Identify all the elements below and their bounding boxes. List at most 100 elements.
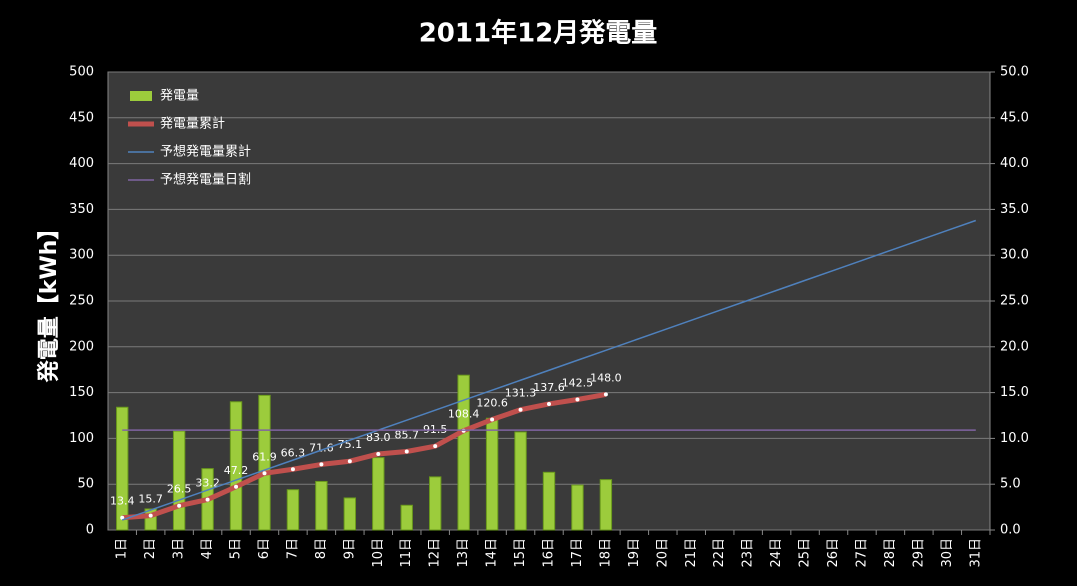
bar [172, 430, 186, 531]
x-tick-label: 2日 [143, 538, 158, 559]
x-tick-label: 17日 [570, 538, 585, 568]
bar [315, 480, 328, 531]
line-marker [518, 407, 523, 412]
data-label: 131.3 [505, 387, 537, 400]
bar [514, 431, 527, 531]
data-label: 148.0 [590, 371, 622, 384]
x-tick-label: 23日 [741, 538, 756, 568]
line-marker [177, 503, 182, 508]
y-tick-label: 200 [69, 339, 94, 354]
y2-tick-label: 15.0 [1000, 385, 1029, 400]
data-label: 75.1 [338, 438, 363, 451]
line-marker [433, 444, 438, 449]
line-marker [404, 449, 409, 454]
chart-title: 2011年12月発電量 [419, 18, 658, 49]
y2-tick-label: 10.0 [1000, 431, 1029, 446]
line-marker [148, 513, 153, 518]
data-label: 61.9 [252, 450, 277, 463]
line-marker [319, 462, 324, 467]
line-marker [290, 467, 295, 472]
y-tick-label: 0 [86, 523, 94, 538]
x-tick-label: 3日 [172, 538, 187, 559]
bar [429, 476, 442, 531]
x-tick-label: 24日 [769, 538, 784, 568]
data-label: 13.4 [110, 495, 135, 508]
line-marker [490, 417, 495, 422]
legend-label: 発電量累計 [160, 116, 225, 132]
y-tick-label: 500 [69, 65, 94, 80]
line-marker [234, 484, 239, 489]
data-label: 66.3 [281, 446, 306, 459]
y-tick-label: 100 [69, 431, 94, 446]
data-label: 142.5 [562, 376, 594, 389]
y-tick-label: 300 [69, 248, 94, 263]
y2-tick-label: 50.0 [1000, 65, 1029, 80]
line-marker [575, 397, 580, 402]
legend-label: 予想発電量日割 [160, 172, 251, 188]
x-tick-label: 16日 [542, 538, 557, 568]
data-label: 85.7 [394, 428, 419, 441]
legend-label: 予想発電量累計 [160, 144, 251, 160]
bar [571, 484, 584, 531]
y2-tick-label: 30.0 [1000, 248, 1029, 263]
bar [258, 394, 271, 531]
x-tick-label: 30日 [940, 538, 955, 568]
bar [457, 374, 470, 531]
y2-tick-label: 5.0 [1000, 477, 1021, 492]
data-label: 33.2 [195, 477, 220, 490]
bar [286, 489, 300, 531]
x-tick-label: 9日 [342, 538, 357, 559]
y2-tick-label: 25.0 [1000, 294, 1029, 309]
bar [144, 508, 157, 531]
line-marker [262, 471, 267, 476]
x-tick-label: 21日 [684, 538, 699, 568]
bar [372, 457, 385, 531]
line-marker [376, 451, 381, 456]
x-tick-label: 6日 [257, 538, 272, 559]
x-tick-label: 28日 [883, 538, 898, 568]
data-label: 137.6 [533, 381, 565, 394]
x-tick-label: 27日 [854, 538, 869, 568]
data-label: 108.4 [448, 408, 480, 421]
bar [485, 417, 499, 531]
bar [116, 406, 129, 531]
bar [343, 497, 357, 531]
x-tick-label: 11日 [399, 538, 414, 568]
bar [229, 401, 243, 531]
y-tick-label: 50 [77, 477, 94, 492]
x-tick-label: 15日 [513, 538, 528, 568]
x-tick-label: 20日 [655, 538, 670, 568]
data-label: 120.6 [476, 397, 508, 410]
y-tick-label: 250 [69, 294, 94, 309]
y2-tick-label: 35.0 [1000, 202, 1029, 217]
bar [599, 479, 613, 531]
line-marker [205, 497, 210, 502]
x-tick-label: 31日 [968, 538, 983, 568]
line-marker [120, 515, 125, 520]
y-tick-label: 450 [69, 110, 94, 125]
line-marker [547, 401, 551, 406]
data-label: 26.5 [167, 483, 192, 496]
x-tick-label: 29日 [911, 538, 926, 568]
data-label: 47.2 [224, 464, 249, 477]
bar [400, 504, 413, 531]
x-tick-label: 18日 [598, 538, 613, 568]
y2-tick-label: 40.0 [1000, 156, 1029, 171]
y-axis-label: 発電量【kWh】 [37, 218, 62, 384]
x-tick-label: 5日 [229, 538, 244, 559]
x-tick-label: 19日 [627, 538, 642, 568]
data-label: 71.6 [309, 441, 334, 454]
line-marker [347, 459, 352, 464]
data-label: 15.7 [138, 493, 163, 506]
legend-swatch [130, 91, 152, 101]
bar [542, 471, 556, 531]
line [122, 391, 607, 521]
y2-tick-label: 0.0 [1000, 523, 1021, 538]
x-tick-label: 14日 [485, 538, 500, 568]
x-tick-label: 1日 [115, 538, 130, 559]
y-tick-label: 150 [69, 385, 94, 400]
x-tick-label: 25日 [798, 538, 813, 568]
y2-tick-label: 20.0 [1000, 339, 1029, 354]
x-tick-label: 7日 [285, 538, 300, 559]
